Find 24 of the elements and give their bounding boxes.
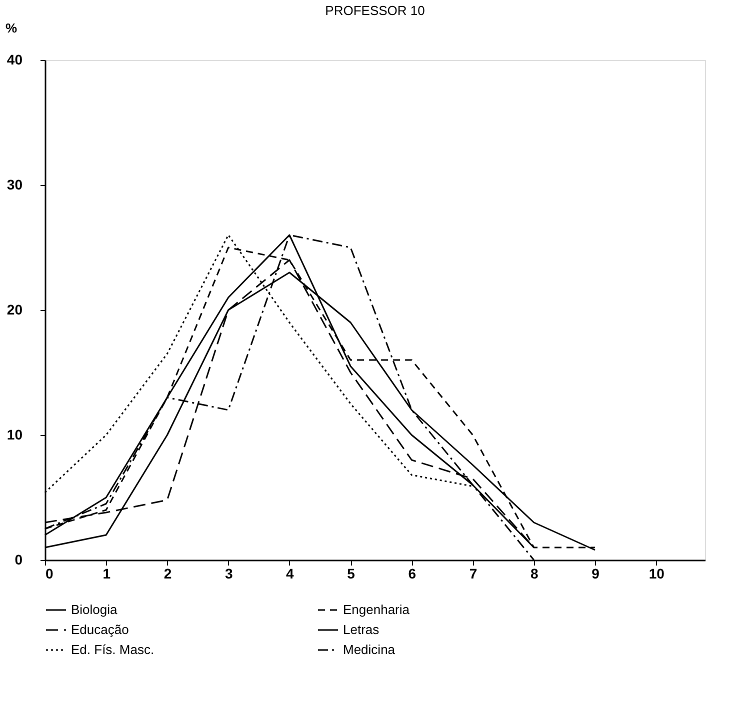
x-tick-label: 6 <box>408 566 416 582</box>
x-tick-label: 10 <box>648 566 665 582</box>
x-tick-label: 9 <box>592 566 600 582</box>
y-tick-label: 0 <box>14 552 23 568</box>
legend-label: Medicina <box>343 642 396 657</box>
x-tick-label: 5 <box>347 566 356 582</box>
legend-label: Letras <box>343 622 380 637</box>
chart-title: PROFESSOR 10 <box>325 3 425 18</box>
x-tick-label: 1 <box>102 566 111 582</box>
y-tick-label: 40 <box>6 52 23 68</box>
y-tick-label: 10 <box>6 426 23 442</box>
y-tick-label: 30 <box>6 176 23 192</box>
legend-label: Educação <box>71 622 129 637</box>
x-tick-label: 7 <box>469 566 478 582</box>
x-tick-label: 8 <box>530 566 538 582</box>
legend-label: Ed. Fís. Masc. <box>71 642 154 657</box>
legend-label: Biologia <box>71 602 118 617</box>
y-tick-label: 20 <box>6 302 23 318</box>
legend-label: Engenharia <box>343 602 410 617</box>
x-tick-label: 4 <box>286 566 294 582</box>
y-axis-title: % <box>6 20 18 36</box>
x-tick-label: 2 <box>164 566 172 582</box>
x-tick-label: 3 <box>224 566 233 582</box>
x-tick-label: 0 <box>46 566 54 582</box>
